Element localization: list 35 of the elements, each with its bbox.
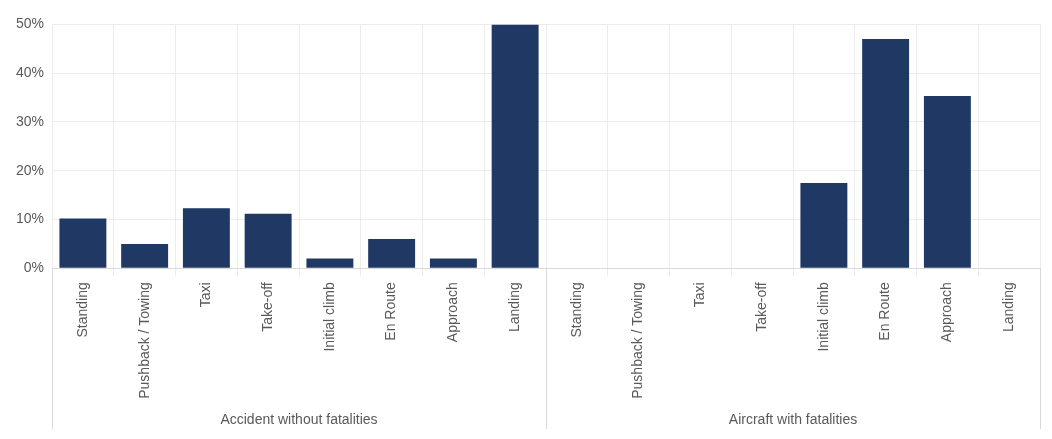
x-tick-label: Standing <box>73 282 90 338</box>
bar <box>923 96 971 268</box>
bar <box>800 182 848 268</box>
bar <box>59 218 107 268</box>
bar <box>862 39 910 268</box>
y-tick-label: 30% <box>15 112 45 129</box>
bar <box>121 243 169 268</box>
text: Aircraft with fatalities <box>728 410 858 427</box>
x-tick-label: Taxi <box>197 282 214 308</box>
y-tick-label: 20% <box>15 161 45 178</box>
x-tick-label: Landing <box>999 282 1016 333</box>
x-tick-label: En Route <box>382 282 399 341</box>
bar <box>429 258 477 268</box>
x-tick-label: Take-off <box>259 282 275 332</box>
y-tick-label: 40% <box>15 64 45 81</box>
x-tick-label: Approach <box>938 282 955 343</box>
y-tick-label: 0% <box>23 259 45 276</box>
x-tick-label: Landing <box>506 282 522 333</box>
x-tick-label: Take-off <box>752 282 769 332</box>
x-tick-label: Approach <box>444 282 461 343</box>
bar <box>368 239 416 268</box>
bar <box>306 258 354 268</box>
text: Accident without fatalities <box>220 410 378 427</box>
bar <box>182 208 230 268</box>
y-tick-label: 10% <box>15 210 45 227</box>
x-tick-label: Initial climb <box>320 282 337 352</box>
x-tick-label: Initial climb <box>814 282 831 352</box>
x-tick-label: En Route <box>876 282 893 341</box>
bar <box>244 213 292 268</box>
y-tick-label: 50% <box>15 15 45 32</box>
x-tick-label: Pushback / Towing <box>135 282 152 399</box>
x-tick-label: Taxi <box>691 282 708 308</box>
x-tick-label: Pushback / Towing <box>629 282 646 399</box>
x-tick-label: Standing <box>567 282 584 338</box>
bar <box>491 24 539 268</box>
